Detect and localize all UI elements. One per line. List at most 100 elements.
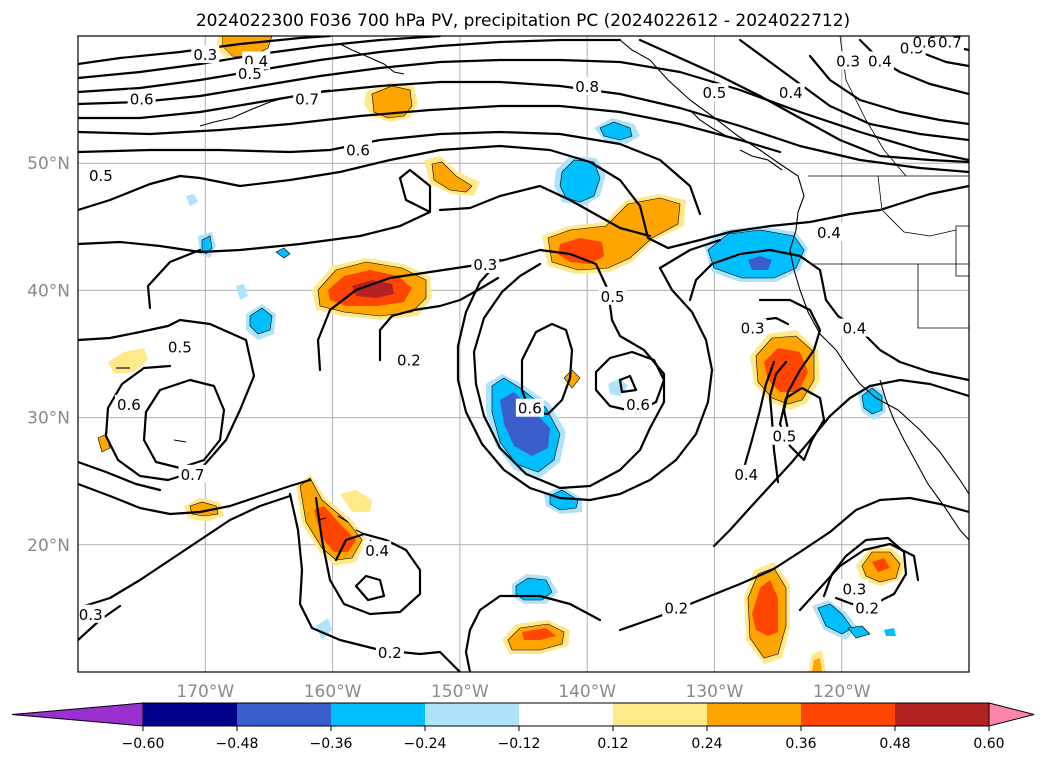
contour-label-bg: [165, 337, 194, 356]
axis-tick-labels: 170°W 160°W 150°W 140°W 130°W 120°W 20°N 30°N 40…: [27, 154, 871, 702]
colorbar-tick-label: 0.60: [973, 736, 1004, 752]
colorbar-segment: [425, 703, 520, 726]
contour-label-bg: [178, 464, 207, 483]
contour-label: 0.5: [702, 84, 726, 102]
contour-label-bg: [573, 76, 602, 95]
contour-label-bg: [394, 350, 423, 369]
contour-label-bg: [738, 318, 767, 337]
colorbar-extend-low: [11, 702, 144, 727]
lat-tick-label: 50°N: [27, 154, 70, 174]
lon-tick-label: 130°W: [686, 682, 744, 702]
contour-label-bg: [776, 83, 805, 102]
colorbar-segment: [143, 703, 238, 726]
graticule: [78, 36, 969, 672]
contour-label: 0.3: [79, 606, 103, 624]
contour-label: 0.6: [518, 400, 542, 418]
contour-label-bg: [78, 604, 105, 623]
contour-label-bg: [344, 140, 373, 159]
contour-label: 0.4: [734, 466, 758, 484]
contour-label: 0.7: [295, 91, 319, 109]
contour-label: 0.4: [843, 320, 867, 338]
contour-label: 0.8: [575, 78, 599, 96]
contour-label-bg: [840, 579, 869, 598]
contour-label-bg: [834, 51, 863, 70]
contour-label-bg: [127, 89, 156, 108]
contour-label: 0.5: [601, 288, 625, 306]
contour-label: 0.5: [773, 428, 797, 446]
contour-label: 0.4: [868, 52, 892, 70]
chart-title: 2024022300 F036 700 hPa PV, precipitatio…: [196, 11, 850, 31]
contour-label-bg: [598, 286, 627, 305]
contour-label-bg: [662, 598, 691, 617]
colorbar-segment: [519, 703, 614, 726]
lat-tick-label: 30°N: [27, 409, 70, 429]
contour-label: 0.3: [836, 52, 860, 70]
contour-label-bg: [114, 394, 143, 413]
contour-label-bg: [375, 642, 404, 661]
contour-label-bg: [191, 45, 220, 64]
map-frame: [77, 35, 970, 673]
contour-label: 0.7: [181, 466, 205, 484]
contour-label-bg: [293, 89, 322, 108]
colorbar-tick-label: −0.12: [498, 736, 541, 752]
colorbar-segment: [237, 703, 332, 726]
contour-label: 0.7: [938, 33, 962, 51]
lon-tick-label: 150°W: [431, 682, 489, 702]
contour-label: 0.4: [365, 542, 389, 560]
pv-contours: [78, 36, 969, 672]
contour-label: 0.6: [117, 396, 141, 414]
contour-label-bg: [471, 254, 500, 273]
contour-label: 0.6: [130, 91, 154, 109]
colorbar-segment: [331, 703, 426, 726]
contour-label: 0.2: [855, 599, 879, 617]
colorbar: −0.60 −0.48 −0.36 −0.24 −0.12 0.12 0.24 0.36 0.4…: [11, 702, 1035, 752]
precip-pc-shading: [97, 36, 906, 672]
lat-tick-label: 40°N: [27, 281, 70, 301]
contour-label: 0.6: [913, 33, 937, 51]
colorbar-segment: [613, 703, 708, 726]
contour-label: 0.3: [193, 46, 217, 64]
colorbar-outline: [142, 702, 990, 727]
colorbar-tick-label: −0.24: [404, 736, 447, 752]
contour-label-bg: [86, 165, 115, 184]
contour-label: 0.3: [843, 580, 867, 598]
contour-label: 0.4: [817, 224, 841, 242]
contour-label: 0.2: [664, 599, 688, 617]
colorbar-tick-label: 0.12: [597, 736, 628, 752]
colorbar-tick-label: −0.48: [216, 736, 259, 752]
contour-label: 0.3: [741, 320, 765, 338]
colorbar-tick-label: 0.36: [785, 736, 816, 752]
colorbar-extend-high: [988, 702, 1035, 727]
contour-label: 0.6: [346, 141, 370, 159]
contour-label-bg: [853, 598, 882, 617]
contour-label-bg: [363, 541, 392, 560]
contour-label: 0.2: [397, 351, 421, 369]
contour-label-bg: [624, 394, 653, 413]
contour-label-bg: [840, 318, 869, 337]
contour-label-bg: [935, 36, 964, 51]
contour-label: 0.3: [473, 256, 497, 274]
contour-label-bg: [515, 398, 544, 417]
contour-label: 0.5: [238, 65, 262, 83]
pv-contour-labels: 0.30.40.50.60.70.80.50.40.30.40.50.60.70…: [78, 33, 964, 662]
contour-label: 0.6: [626, 396, 650, 414]
contour-label-bg: [235, 64, 264, 83]
colorbar-tick-label: −0.36: [310, 736, 353, 752]
colorbar-segment: [895, 703, 989, 726]
colorbar-segment: [707, 703, 802, 726]
contour-label-bg: [732, 464, 761, 483]
colorbar-tick-label: 0.48: [879, 736, 910, 752]
colorbar-tick-label: −0.60: [122, 736, 165, 752]
contour-label: 0.5: [168, 339, 192, 357]
contour-label-bg: [910, 36, 939, 51]
map-background: [78, 36, 969, 672]
contour-label-bg: [700, 83, 729, 102]
lon-tick-label: 140°W: [558, 682, 616, 702]
contour-label-bg: [770, 426, 799, 445]
contour-label: 0.5: [89, 167, 113, 185]
colorbar-segment: [801, 703, 896, 726]
lat-tick-label: 20°N: [27, 536, 70, 556]
lon-tick-label: 160°W: [304, 682, 362, 702]
contour-label: 0.2: [378, 644, 402, 662]
